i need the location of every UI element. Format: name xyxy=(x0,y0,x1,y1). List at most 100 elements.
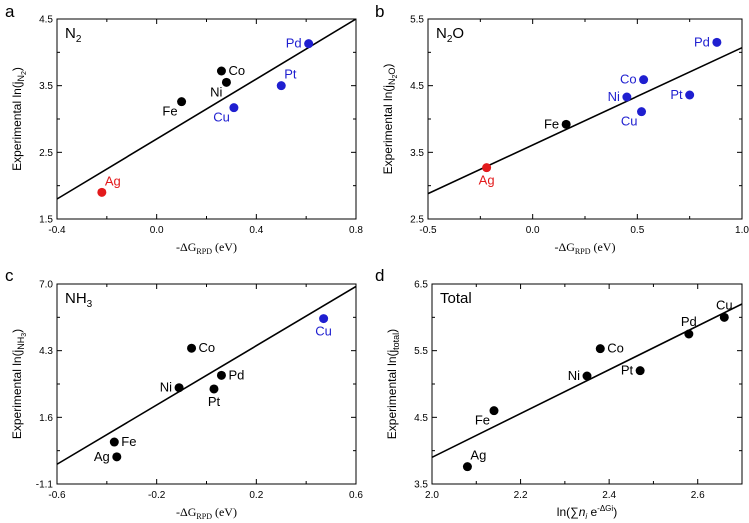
point-fe xyxy=(561,119,571,129)
x-tick-label: 2.6 xyxy=(691,490,705,501)
panel-a: -0.4 0.0 0.4 0.8 1.5 2.5 3.5 4.5 Ag Fe Co Ni Cu Pt Pd N… xyxy=(5,2,363,256)
point-co xyxy=(187,343,197,353)
y-tick-label: 3.5 xyxy=(410,148,424,159)
x-tick-label: 2.2 xyxy=(514,490,528,501)
y-tick-label: 4.5 xyxy=(39,15,53,26)
x-axis-label: ln(∑ni e-ΔGi) xyxy=(557,504,617,521)
point-ag xyxy=(462,462,472,472)
point-label-pt: Pt xyxy=(208,394,221,409)
point-label-fe: Fe xyxy=(544,116,559,131)
point-label-ni: Ni xyxy=(608,89,620,104)
y-tick-label: 3.5 xyxy=(39,81,53,92)
y-axis: 3.5 4.5 5.5 6.5 xyxy=(414,280,742,491)
point-label-pt: Pt xyxy=(284,67,297,82)
point-label-ag: Ag xyxy=(105,173,121,188)
x-tick-label: 2.0 xyxy=(425,490,439,501)
y-tick-label: 6.5 xyxy=(414,280,428,291)
y-axis-label: Experimental ln(jN2) xyxy=(10,67,28,171)
panel-title: Total xyxy=(440,290,472,307)
panel-letter: b xyxy=(375,2,384,21)
point-ag xyxy=(482,163,492,173)
x-tick-label: 2.4 xyxy=(602,490,616,501)
point-ag xyxy=(97,187,107,197)
point-label-ag: Ag xyxy=(94,449,110,464)
point-label-ni: Ni xyxy=(568,368,580,383)
point-pd xyxy=(684,329,694,339)
fit-line xyxy=(432,303,742,459)
x-tick-label: 0.4 xyxy=(249,225,263,236)
point-cu xyxy=(229,103,239,113)
y-axis-label: Experimental ln(jN2O) xyxy=(381,64,399,175)
y-axis: 1.5 2.5 3.5 4.5 xyxy=(39,15,356,226)
point-label-cu: Cu xyxy=(213,110,230,125)
point-ni xyxy=(221,77,231,87)
y-tick-label: 4.3 xyxy=(39,346,53,357)
panel-title: N2 xyxy=(65,25,82,45)
point-label-fe: Fe xyxy=(121,434,136,449)
point-label-cu: Cu xyxy=(315,324,332,339)
y-tick-label: 1.6 xyxy=(39,413,53,424)
y-tick-label: 2.5 xyxy=(39,148,53,159)
x-axis: -0.6 -0.2 0.2 0.6 xyxy=(48,284,363,501)
point-label-co: Co xyxy=(199,340,216,355)
panel-letter: c xyxy=(5,266,14,285)
point-pd xyxy=(216,370,226,380)
point-label-cu: Cu xyxy=(621,114,638,129)
data-points: Ag Fe Ni Co Pt Pd Cu xyxy=(94,314,332,464)
y-axis-label: Experimental ln(jNH3) xyxy=(10,329,28,439)
y-tick-label: 1.5 xyxy=(39,215,53,226)
y-axis: 2.5 3.5 4.5 5.5 xyxy=(410,15,742,226)
point-pt xyxy=(685,90,695,100)
x-tick-label: 0.0 xyxy=(150,225,164,236)
point-cu xyxy=(637,107,647,117)
x-tick-label: 0.0 xyxy=(526,225,540,236)
point-co xyxy=(595,344,605,354)
panel-c: -0.6 -0.2 0.2 0.6 -1.1 1.6 4.3 7.0 Ag Fe Ni Co Pt Pd C… xyxy=(5,266,363,521)
point-label-fe: Fe xyxy=(162,104,177,119)
point-pd xyxy=(304,39,314,49)
data-points: Ag Fe Ni Co Pt Pd Cu xyxy=(462,297,733,472)
point-cu xyxy=(719,312,729,322)
y-tick-label: -1.1 xyxy=(36,480,54,491)
data-points: Ag Fe Co Ni Cu Pt Pd xyxy=(97,36,314,197)
x-tick-label: 0.6 xyxy=(349,490,363,501)
x-tick-label: 0.2 xyxy=(249,490,263,501)
point-label-ni: Ni xyxy=(160,380,172,395)
y-tick-label: 4.5 xyxy=(414,413,428,424)
x-axis: 2.0 2.2 2.4 2.6 xyxy=(425,284,705,501)
x-axis: -0.4 0.0 0.4 0.8 xyxy=(48,19,363,236)
point-label-pd: Pd xyxy=(694,34,710,49)
x-tick-label: 1.0 xyxy=(735,225,749,236)
point-co xyxy=(216,66,226,76)
point-ni xyxy=(174,383,184,393)
panel-letter: d xyxy=(375,266,384,285)
x-axis-label: -ΔGRPD (eV) xyxy=(555,240,616,256)
point-cu xyxy=(319,314,329,324)
x-tick-label: -0.6 xyxy=(48,490,66,501)
point-ni xyxy=(582,371,592,381)
point-label-pt: Pt xyxy=(621,363,634,378)
y-tick-label: 2.5 xyxy=(410,215,424,226)
point-ni xyxy=(622,92,632,102)
point-fe xyxy=(489,406,499,416)
x-tick-label: -0.2 xyxy=(148,490,166,501)
point-ag xyxy=(112,452,122,462)
fit-line xyxy=(428,46,742,195)
point-label-co: Co xyxy=(620,72,637,87)
point-pt xyxy=(276,81,286,91)
point-label-ni: Ni xyxy=(210,84,222,99)
point-label-co: Co xyxy=(607,341,624,356)
fit-line xyxy=(57,19,356,200)
x-tick-label: 0.8 xyxy=(349,225,363,236)
y-tick-label: 7.0 xyxy=(39,280,53,291)
x-tick-label: -0.4 xyxy=(48,225,66,236)
y-tick-label: 5.5 xyxy=(410,15,424,26)
point-label-fe: Fe xyxy=(475,413,490,428)
point-label-pd: Pd xyxy=(286,36,302,51)
y-axis: -1.1 1.6 4.3 7.0 xyxy=(36,280,356,491)
point-label-pd: Pd xyxy=(681,314,697,329)
panel-title: NH3 xyxy=(65,290,93,310)
y-tick-label: 4.5 xyxy=(410,81,424,92)
